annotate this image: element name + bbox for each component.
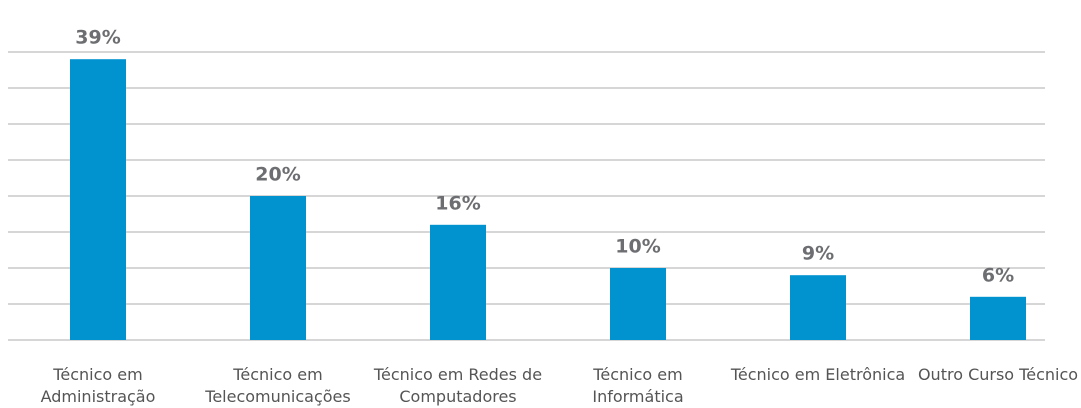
x-tick-label: Outro Curso Técnico [917,365,1079,384]
bar [610,268,666,340]
x-tick-label: Técnico em Informática [592,365,684,406]
value-label: 16% [435,192,480,214]
bar [70,59,126,340]
bar [790,275,846,340]
x-tick-label: Técnico em Eletrônica [730,365,906,384]
value-label: 39% [75,27,120,49]
bar [250,196,306,340]
x-tick-label: Técnico em Administração [40,365,156,406]
bar [970,296,1026,340]
x-tick-label: Técnico em Telecomunicações [205,365,351,406]
x-tick-label: Técnico em Redes de Computadores [373,365,543,406]
value-label: 9% [802,243,834,265]
value-label: 10% [615,236,660,258]
value-label: 6% [982,264,1014,286]
value-label: 20% [255,164,300,186]
bar [430,224,486,340]
